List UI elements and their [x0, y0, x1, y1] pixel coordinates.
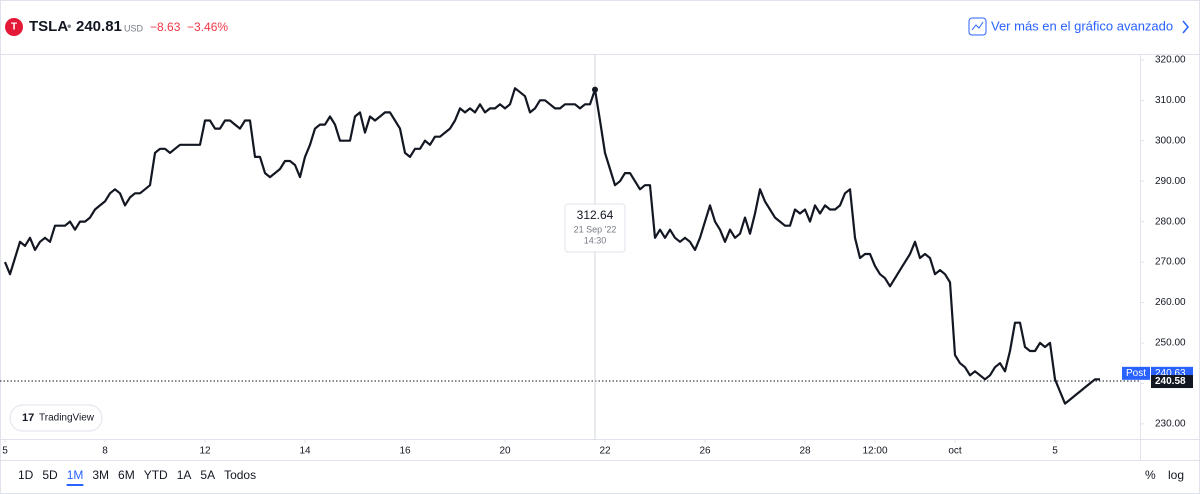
- hover-point: [592, 86, 598, 93]
- y-tick-label: 280.00: [1155, 216, 1186, 227]
- x-tick-label: 5: [2, 446, 8, 457]
- range-button[interactable]: 1A: [177, 468, 192, 482]
- range-button[interactable]: 5D: [42, 468, 58, 482]
- link-icon: [968, 17, 987, 36]
- watermark[interactable]: 17 TradingView: [9, 404, 103, 432]
- last-price-tag: [1151, 375, 1193, 389]
- watermark-text: TradingView: [39, 413, 95, 424]
- x-tick-label: 12:00: [862, 446, 887, 457]
- watermark-logo: 17: [22, 412, 34, 424]
- watermark-box: [9, 404, 103, 432]
- currency: USD: [124, 23, 144, 33]
- link-text[interactable]: Ver más en el gráfico avanzado: [991, 18, 1173, 33]
- y-tick-label: 250.00: [1155, 338, 1186, 349]
- range-button[interactable]: Todos: [224, 468, 256, 482]
- y-tick-label: 260.00: [1155, 297, 1186, 308]
- y-tick-label: 310.00: [1155, 95, 1186, 106]
- separator: •: [67, 18, 72, 33]
- x-tick-label: 14: [299, 446, 311, 457]
- range-button[interactable]: 3M: [92, 468, 109, 482]
- range-button[interactable]: 1M: [67, 468, 84, 482]
- x-tick-label: 22: [599, 446, 611, 457]
- tooltip-date: 21 Sep '22: [574, 224, 617, 234]
- post-price: 240.63: [1155, 368, 1186, 379]
- x-tick-label: 16: [399, 446, 411, 457]
- x-tick-label: 26: [699, 446, 711, 457]
- tooltip-time: 14:30: [584, 235, 607, 245]
- x-tick-label: 20: [499, 446, 511, 457]
- price-line: [3, 87, 1100, 405]
- advanced-link[interactable]: Ver más en el gráfico avanzado: [968, 17, 1189, 36]
- post-label: Post: [1126, 368, 1146, 379]
- price: 240.81: [76, 18, 122, 35]
- range-button[interactable]: 1D: [18, 468, 34, 482]
- range-button[interactable]: 6M: [118, 468, 135, 482]
- tooltip-box: [564, 203, 626, 253]
- scale-option[interactable]: %: [1145, 468, 1156, 482]
- range-button[interactable]: YTD: [144, 468, 168, 482]
- change-pct: −3.46%: [187, 20, 228, 34]
- link-icon-line: [971, 21, 984, 31]
- y-tick-label: 290.00: [1155, 176, 1186, 187]
- post-tag: [1122, 366, 1150, 380]
- y-tick-label: 230.00: [1155, 418, 1186, 429]
- x-tick-label: 8: [102, 446, 108, 457]
- change: −8.63: [150, 20, 181, 34]
- y-tick-label: 270.00: [1155, 257, 1186, 268]
- symbol: TSLA: [29, 18, 68, 35]
- x-tick-label: 12: [199, 446, 211, 457]
- scale-option[interactable]: log: [1168, 468, 1184, 482]
- chevron: [1182, 20, 1189, 34]
- x-tick-label: 5: [1052, 446, 1058, 457]
- range-button[interactable]: 5A: [200, 468, 215, 482]
- x-tick-label: oct: [948, 446, 962, 457]
- last-price: 240.58: [1155, 376, 1186, 387]
- y-tick-label: 320.00: [1155, 54, 1186, 65]
- x-tick-label: 28: [799, 446, 811, 457]
- y-tick-label: 300.00: [1155, 135, 1186, 146]
- tooltip-value: 312.64: [577, 208, 614, 222]
- logo: [5, 18, 23, 36]
- logo-glyph: T: [11, 22, 17, 33]
